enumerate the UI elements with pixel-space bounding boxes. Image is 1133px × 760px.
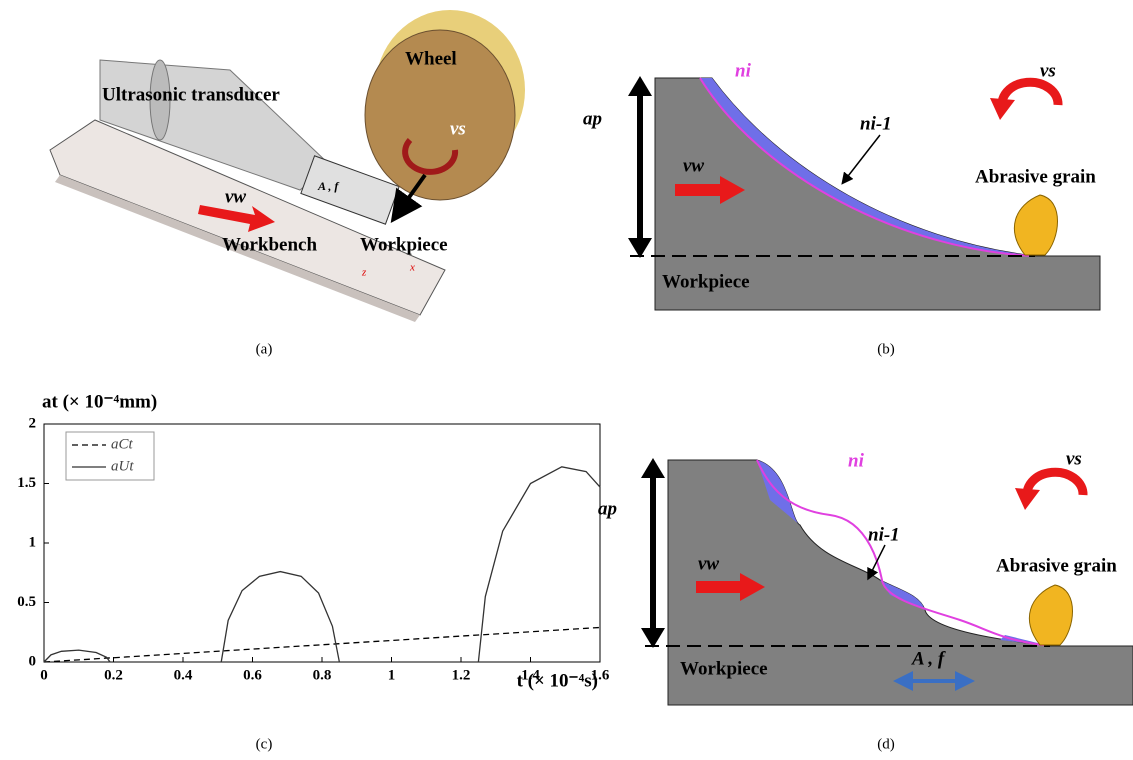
y-axis-label: at (× 10⁻⁴mm) <box>42 391 157 412</box>
label: Workpiece <box>662 271 750 292</box>
grain <box>1014 195 1057 255</box>
series-line <box>44 627 600 662</box>
label: vs <box>1066 448 1082 469</box>
label: vw <box>683 155 704 176</box>
caption: (a) <box>256 341 273 357</box>
label: Abrasive grain <box>996 555 1117 576</box>
caption: (b) <box>877 341 895 357</box>
y-tick-label: 1.5 <box>17 475 36 491</box>
label: vw <box>225 186 246 207</box>
label: vw <box>698 553 719 574</box>
arrowhead <box>641 458 665 478</box>
panel-d: ap ni ni-1 vs vw Abrasive grain Workpiec… <box>598 448 1133 752</box>
legend-label: aCt <box>111 436 134 452</box>
arrowhead <box>641 628 665 648</box>
arrowhead <box>990 98 1015 120</box>
y-tick-label: 2 <box>29 415 37 431</box>
legend-box <box>66 432 154 480</box>
legend-label: aUt <box>111 458 134 474</box>
grain <box>1029 585 1072 645</box>
label: z <box>361 267 367 279</box>
arrowhead <box>628 76 652 96</box>
x-tick-label: 0.8 <box>313 667 332 683</box>
label: Wheel <box>405 48 457 69</box>
label: Workbench <box>222 234 317 255</box>
x-tick-label: 0.6 <box>243 667 262 683</box>
label: ni <box>848 450 865 471</box>
label: ni-1 <box>868 524 900 545</box>
x-tick-label: 0 <box>40 667 48 683</box>
caption: (d) <box>877 736 895 752</box>
x-tick-label: 0.4 <box>174 667 193 683</box>
pointer <box>845 135 880 180</box>
x-tick-label: 1.4 <box>521 667 540 683</box>
label: x <box>409 262 415 274</box>
label: vs <box>1040 60 1056 81</box>
label: ap <box>583 108 602 129</box>
x-tick-label: 1.6 <box>591 667 610 683</box>
caption: (c) <box>256 736 273 752</box>
x-tick-label: 1 <box>388 667 396 683</box>
label: A , f <box>317 179 339 193</box>
label: ni <box>735 60 752 81</box>
label: Ultrasonic transducer <box>102 84 280 105</box>
label: Abrasive grain <box>975 166 1096 187</box>
arrowhead <box>1015 488 1040 510</box>
y-tick-label: 1 <box>29 534 37 550</box>
label: Workpiece <box>680 658 768 679</box>
label: ap <box>598 498 617 519</box>
x-tick-label: 0.2 <box>104 667 123 683</box>
y-tick-label: 0 <box>29 653 37 669</box>
panel-b: ap ni ni-1 vs vw Abrasive grain Workpiec… <box>583 60 1100 357</box>
figure: Wheel vs Ultrasonic transducer vw Workbe… <box>0 0 1133 760</box>
label: A , f <box>911 648 946 669</box>
label: Workpiece <box>360 234 448 255</box>
y-tick-label: 0.5 <box>17 594 36 610</box>
x-tick-label: 1.2 <box>452 667 471 683</box>
label: vs <box>450 118 466 139</box>
panel-a: Wheel vs Ultrasonic transducer vw Workbe… <box>50 10 525 357</box>
label: ni-1 <box>860 113 892 134</box>
